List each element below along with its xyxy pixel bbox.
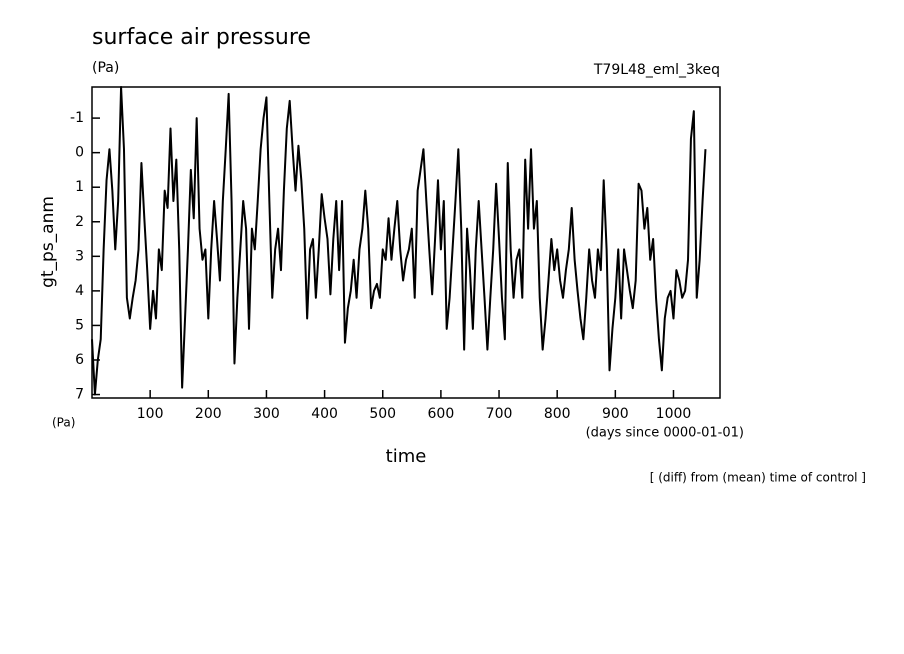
note: [ (diff) from (mean) time of control ] xyxy=(650,471,866,485)
y-tick-label: 7 xyxy=(75,387,84,403)
y-unit: (Pa) xyxy=(52,416,75,430)
x-tick-label: 100 xyxy=(137,406,164,422)
x-tick-label: 900 xyxy=(602,406,629,422)
y-tick-label: 3 xyxy=(75,248,84,264)
data-line xyxy=(91,86,707,396)
y-tick-label: 5 xyxy=(75,317,84,333)
y-tick-label: 4 xyxy=(75,283,84,299)
y-tick-label: 2 xyxy=(75,214,84,230)
x-tick-label: 300 xyxy=(253,406,280,422)
run-label: T79L48_eml_3keq xyxy=(593,62,720,78)
x-tick-label: 600 xyxy=(428,406,455,422)
plot-frame xyxy=(91,86,721,399)
x-tick-label: 700 xyxy=(486,406,513,422)
y-tick-label: 6 xyxy=(75,352,84,368)
subtitle: (Pa) xyxy=(92,60,119,76)
x-tick-label: 400 xyxy=(311,406,338,422)
y-tick-label: 0 xyxy=(75,145,84,161)
chart-title: surface air pressure xyxy=(92,25,311,50)
x-tick-label: 200 xyxy=(195,406,222,422)
x-axis-label: time xyxy=(386,446,427,467)
x-tick-label: 1000 xyxy=(656,406,692,422)
y-axis-label: gt_ps_anm xyxy=(38,196,58,288)
y-tick-label: -1 xyxy=(70,110,84,126)
x-tick-label: 500 xyxy=(369,406,396,422)
x-unit: (days since 0000-01-01) xyxy=(586,426,744,441)
x-tick-label: 800 xyxy=(544,406,571,422)
y-tick-label: 1 xyxy=(75,179,84,195)
